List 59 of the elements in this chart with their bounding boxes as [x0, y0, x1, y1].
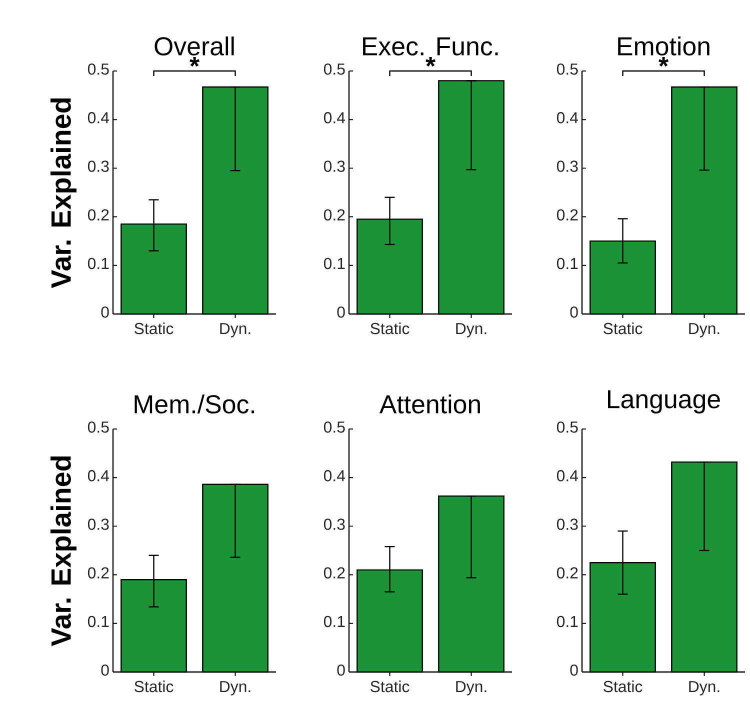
- x-tick-label: Dyn.: [689, 681, 720, 696]
- y-tick-label: 0.1: [324, 258, 345, 270]
- y-tick-label: 0: [337, 664, 345, 676]
- x-tick-label: Static: [134, 322, 174, 334]
- y-tick-label: 0.5: [88, 421, 109, 433]
- chart-title: Exec. Func.: [363, 37, 498, 56]
- y-tick-label: 0.2: [324, 567, 345, 579]
- y-tick-label: 0.1: [556, 616, 578, 628]
- x-tick-label: Static: [370, 680, 410, 692]
- y-tick-label: 0.2: [88, 567, 109, 579]
- chart-title: Emotion: [618, 36, 710, 56]
- chart-title: Language: [608, 390, 720, 414]
- y-tick-label: 0.4: [88, 112, 110, 124]
- text: *: [190, 56, 200, 67]
- x-tick-label: Static: [604, 680, 642, 692]
- y-tick-label: 0.3: [324, 518, 345, 530]
- y-tick-label: 0.5: [556, 63, 578, 75]
- y-tick-label: 0.3: [88, 160, 109, 172]
- x-tick-label: Dyn.: [220, 681, 250, 696]
- y-tick-label: 0.2: [556, 209, 578, 221]
- y-tick-label: 0.1: [324, 616, 345, 628]
- x-tick-label: Static: [370, 322, 410, 334]
- y-tick-label: 0.5: [88, 63, 109, 75]
- y-tick-label: 0.3: [88, 518, 109, 530]
- y-tick-label: 0.4: [556, 112, 578, 124]
- y-tick-label: 0.2: [556, 567, 578, 579]
- x-tick-label: Static: [604, 322, 642, 334]
- y-tick-label: 0: [101, 306, 109, 318]
- chart-title: Mem./Soc.: [134, 394, 254, 414]
- y-tick-label: 0.1: [556, 258, 578, 270]
- y-tick-label: 0.1: [88, 616, 109, 628]
- text: *: [658, 56, 669, 67]
- y-tick-label: 0.3: [556, 518, 578, 530]
- y-tick-label: 0: [570, 664, 578, 676]
- y-tick-label: 0.2: [324, 209, 345, 221]
- text: *: [426, 56, 436, 67]
- y-tick-label: 0.4: [556, 470, 578, 482]
- y-tick-label: 0.5: [324, 63, 345, 75]
- y-tick-label: 0.5: [324, 421, 345, 433]
- y-tick-label: 0.2: [88, 209, 109, 221]
- chart-title: Attention: [379, 394, 480, 414]
- y-tick-label: 0.4: [324, 112, 346, 124]
- x-tick-label: Dyn.: [456, 323, 486, 338]
- y-tick-label: 0.4: [324, 470, 346, 482]
- y-tick-label: 0.3: [556, 160, 578, 172]
- y-tick-label: 0.4: [88, 470, 110, 482]
- y-tick-label: 0: [337, 306, 345, 318]
- x-tick-label: Dyn.: [456, 681, 486, 696]
- y-tick-label: 0: [570, 306, 578, 318]
- y-tick-label: 0.3: [324, 160, 345, 172]
- y-axis-title: Var. Explained: [50, 456, 76, 646]
- x-tick-label: Static: [134, 680, 174, 692]
- x-tick-label: Dyn.: [220, 323, 250, 338]
- y-tick-label: 0: [101, 664, 109, 676]
- chart-title: Overall: [154, 36, 234, 56]
- x-tick-label: Dyn.: [689, 323, 720, 338]
- y-tick-label: 0.1: [88, 258, 109, 270]
- y-axis-title: Var. Explained: [50, 98, 76, 288]
- y-tick-label: 0.5: [556, 421, 578, 433]
